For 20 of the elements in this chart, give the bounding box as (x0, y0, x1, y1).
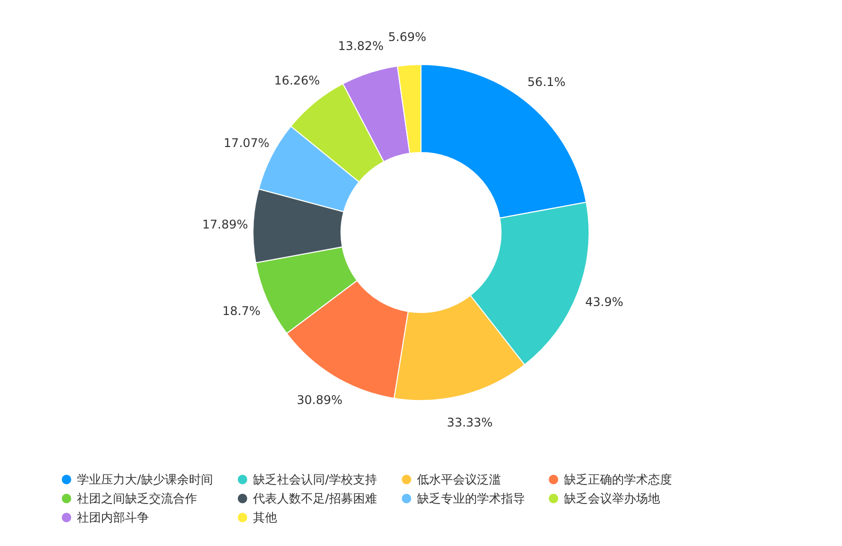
legend-label: 代表人数不足/招募困难 (252, 492, 378, 506)
legend-label: 学业压力大/缺少课余时间 (77, 472, 214, 487)
data-label: 17.89% (202, 218, 248, 232)
data-label: 43.9% (585, 295, 624, 310)
legend-label: 缺乏专业的学术指导 (417, 492, 525, 506)
data-label: 17.07% (224, 136, 270, 150)
legend-label: 其他 (253, 510, 277, 524)
legend-label: 缺乏正确的学术态度 (564, 472, 672, 487)
legend-label: 低水平会议泛滥 (417, 472, 501, 487)
legend-label: 缺乏会议举办场地 (564, 492, 660, 506)
data-label: 56.1% (527, 74, 566, 89)
data-label: 33.33% (446, 415, 493, 430)
legend-label: 社团之间缺乏交流合作 (77, 492, 197, 506)
data-label: 30.89% (296, 393, 342, 408)
data-label: 18.7% (222, 304, 261, 318)
data-label: 13.82% (338, 38, 384, 53)
data-label: 16.26% (274, 74, 320, 88)
legend-label: 缺乏社会认同/学校支持 (253, 472, 378, 487)
data-label: 5.69% (388, 30, 426, 44)
legend-label: 社团内部斗争 (77, 510, 149, 524)
